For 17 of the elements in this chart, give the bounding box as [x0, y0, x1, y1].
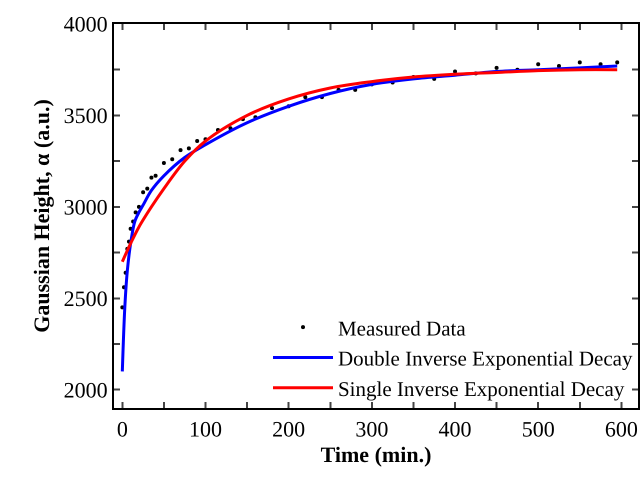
legend-label: Double Inverse Exponential Decay	[338, 346, 633, 371]
y-tick-label: 4000	[64, 12, 108, 37]
x-tick-label: 300	[355, 416, 388, 442]
y-tick-label: 2000	[64, 377, 108, 402]
legend-label: Single Inverse Exponential Decay	[338, 376, 625, 401]
y-tick-label: 3500	[64, 103, 108, 128]
x-tick-label: 200	[272, 416, 306, 442]
x-tick-label: 600	[604, 416, 638, 442]
y-tick-label: 3000	[64, 194, 108, 220]
legend-label: Measured Data	[338, 316, 466, 340]
x-tick-label: 0	[116, 416, 128, 442]
y-tick-label: 2500	[64, 286, 108, 311]
y-axis-title: Gaussian Height, α (a.u.)	[28, 99, 54, 333]
x-tick-label: 400	[438, 416, 472, 442]
x-axis-title: Time (min.)	[320, 442, 432, 467]
x-tick-label: 500	[522, 416, 555, 442]
x-tick-label: 100	[188, 416, 222, 442]
